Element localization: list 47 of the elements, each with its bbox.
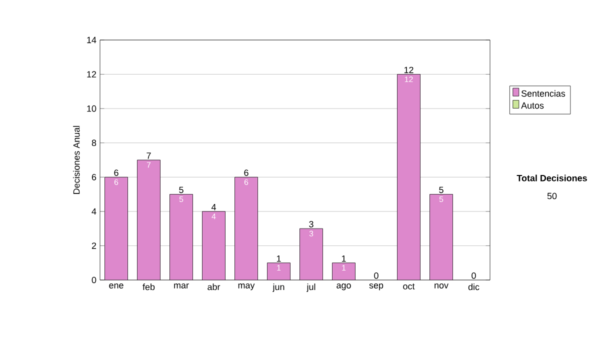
- y-axis-title: Decisiones Anual: [73, 126, 80, 194]
- y-tick-label: 8: [92, 140, 96, 146]
- legend-label: Sentencias: [521, 90, 566, 97]
- bar: [397, 74, 420, 280]
- y-tick-label: 2: [92, 242, 96, 249]
- x-tick-label: jul: [306, 284, 316, 292]
- bar: [234, 177, 258, 280]
- total-label: 12: [404, 66, 414, 74]
- total-label: 0: [472, 272, 476, 279]
- x-tick-label: sep: [369, 284, 384, 290]
- bar: [267, 262, 290, 280]
- x-tick-label: dic: [468, 284, 480, 290]
- total-label: 6: [244, 170, 248, 176]
- total-label: 6: [114, 170, 118, 176]
- y-tick-label: 10: [87, 105, 96, 112]
- bar: [202, 211, 226, 280]
- bar: [137, 160, 160, 280]
- total-label: 3: [309, 221, 314, 228]
- x-tick-label: oct: [403, 284, 415, 290]
- x-tick-label: nov: [434, 284, 448, 288]
- total-label: 5: [179, 186, 184, 194]
- x-tick-label: jun: [272, 284, 284, 292]
- y-tick-label: 6: [92, 174, 96, 180]
- x-tick-label: feb: [142, 284, 155, 290]
- x-tick-label: ene: [109, 284, 124, 288]
- x-tick-label: mar: [174, 284, 189, 288]
- bar: [430, 194, 453, 280]
- y-tick-label: 12: [87, 71, 96, 78]
- total-label: 7: [146, 152, 151, 159]
- bar: [332, 262, 356, 280]
- x-tick-label: ago: [336, 284, 351, 290]
- bar: [170, 194, 193, 280]
- y-tick-label: 14: [87, 36, 96, 44]
- text: 50: [547, 192, 557, 200]
- total-label: 4: [211, 204, 216, 210]
- x-tick-label: may: [238, 284, 255, 290]
- x-tick-label: abr: [208, 284, 220, 290]
- bar: [300, 228, 323, 280]
- text: Total Decisiones: [516, 174, 587, 182]
- y-tick-label: 4: [92, 208, 96, 215]
- total-label: 1: [342, 255, 346, 262]
- bar: [104, 177, 128, 280]
- total-label: 0: [374, 272, 378, 279]
- legend-label: Autos: [521, 102, 544, 109]
- y-tick-label: 0: [92, 276, 96, 284]
- total-label: 5: [439, 186, 444, 194]
- total-label: 1: [276, 255, 281, 262]
